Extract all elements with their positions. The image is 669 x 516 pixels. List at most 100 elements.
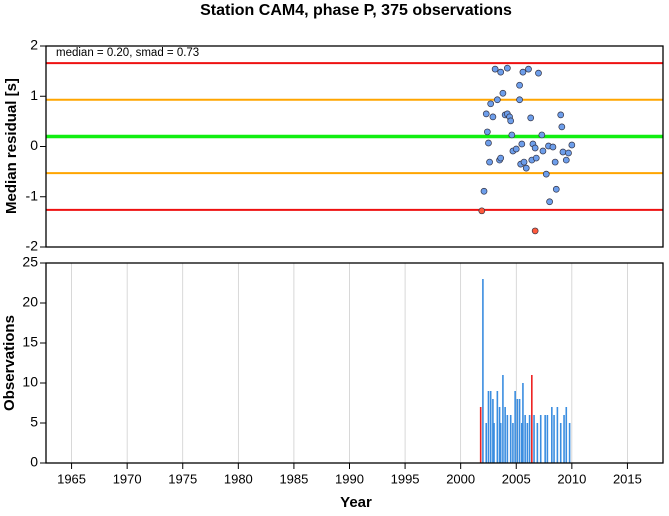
x-tick-label: 1985: [279, 471, 308, 486]
x-tick-label: 1980: [224, 471, 253, 486]
bar: [509, 415, 512, 463]
y-tick-label: 0: [30, 137, 38, 153]
y-tick-label: 0: [30, 454, 38, 470]
data-point: [483, 128, 491, 136]
y-axis-label: Observations: [1, 315, 18, 411]
bar: [479, 407, 482, 463]
data-point: [486, 158, 493, 166]
bar: [546, 415, 549, 463]
data-point: [535, 69, 542, 77]
bar: [528, 415, 531, 463]
data-point: [482, 110, 490, 118]
y-tick-label: 1: [30, 87, 38, 103]
bar: [536, 423, 539, 463]
data-point: [480, 187, 488, 195]
bar: [556, 407, 559, 463]
bar: [487, 391, 490, 463]
bar: [524, 415, 526, 463]
x-tick-label: 2015: [613, 471, 642, 486]
bar: [502, 375, 504, 463]
bar: [504, 407, 506, 463]
data-point: [519, 68, 527, 76]
plot-frame: [45, 45, 664, 248]
y-tick-label: 10: [22, 374, 38, 390]
data-point: [562, 156, 570, 164]
data-point: [546, 198, 553, 206]
bar: [568, 423, 571, 463]
bar: [496, 391, 499, 463]
bar: [531, 375, 533, 463]
data-point: [512, 145, 520, 153]
data-point: [549, 143, 557, 151]
data-point: [491, 65, 499, 73]
x-tick-label: 2000: [446, 471, 475, 486]
y-tick-label: -2: [26, 238, 39, 254]
data-point: [497, 68, 505, 76]
data-point: [557, 111, 565, 119]
x-tick-label: 2010: [557, 471, 586, 486]
data-point: [559, 148, 567, 156]
y-tick-label: 15: [22, 334, 38, 350]
annotation: median = 0.20, smad = 0.73: [56, 47, 199, 59]
data-point: [542, 170, 550, 178]
bar: [516, 399, 519, 463]
data-point: [531, 144, 539, 152]
bar: [563, 415, 565, 463]
bar: [522, 383, 524, 463]
x-tick-label: 1965: [57, 471, 86, 486]
data-point: [568, 141, 576, 149]
y-tick-label: 25: [22, 254, 38, 270]
data-point: [558, 123, 566, 131]
y-tick-label: -1: [26, 187, 39, 203]
data-point: [538, 131, 546, 139]
data-point: [522, 164, 530, 172]
y-tick-label: 20: [22, 294, 38, 310]
data-point: [487, 100, 495, 108]
data-point: [508, 131, 516, 139]
data-point: [552, 185, 560, 193]
bar: [521, 423, 523, 463]
data-point: [565, 149, 572, 157]
data-point: [516, 96, 523, 104]
x-tick-label: 1975: [168, 471, 197, 486]
data-point: [494, 96, 501, 104]
data-point: [518, 140, 526, 148]
bar: [493, 423, 495, 463]
plot-frame: [45, 262, 664, 464]
x-tick-label: 1990: [335, 471, 364, 486]
data-point: [497, 154, 505, 162]
bar: [492, 399, 494, 463]
chart-title: Station CAM4, phase P, 375 observations: [200, 2, 512, 19]
bar: [559, 423, 562, 463]
x-tick-label: 1995: [391, 471, 420, 486]
bar: [506, 415, 509, 463]
data-point: [516, 81, 523, 89]
bar: [518, 399, 521, 463]
bar: [539, 415, 542, 463]
y-tick-label: 2: [30, 37, 38, 53]
bar: [565, 407, 568, 463]
data-point: [527, 114, 535, 122]
bar: [551, 407, 553, 463]
data-point: [539, 147, 547, 155]
bar: [498, 407, 501, 463]
bar: [553, 415, 555, 463]
bar: [526, 423, 529, 463]
bar: [512, 423, 514, 463]
bar: [533, 415, 535, 463]
x-axis-label: Year: [340, 494, 372, 511]
data-point: [489, 113, 497, 121]
data-point: [520, 158, 528, 166]
bar: [514, 391, 516, 463]
data-point: [504, 64, 511, 72]
data-point: [525, 65, 532, 73]
data-point: [532, 154, 540, 162]
bar: [482, 279, 484, 463]
data-point: [499, 89, 507, 97]
bar: [485, 423, 488, 463]
data-point: [551, 158, 559, 166]
bar: [544, 415, 546, 463]
y-tick-label: 5: [30, 414, 38, 430]
x-tick-label: 2005: [502, 471, 531, 486]
y-axis-label: Median residual [s]: [3, 78, 20, 214]
